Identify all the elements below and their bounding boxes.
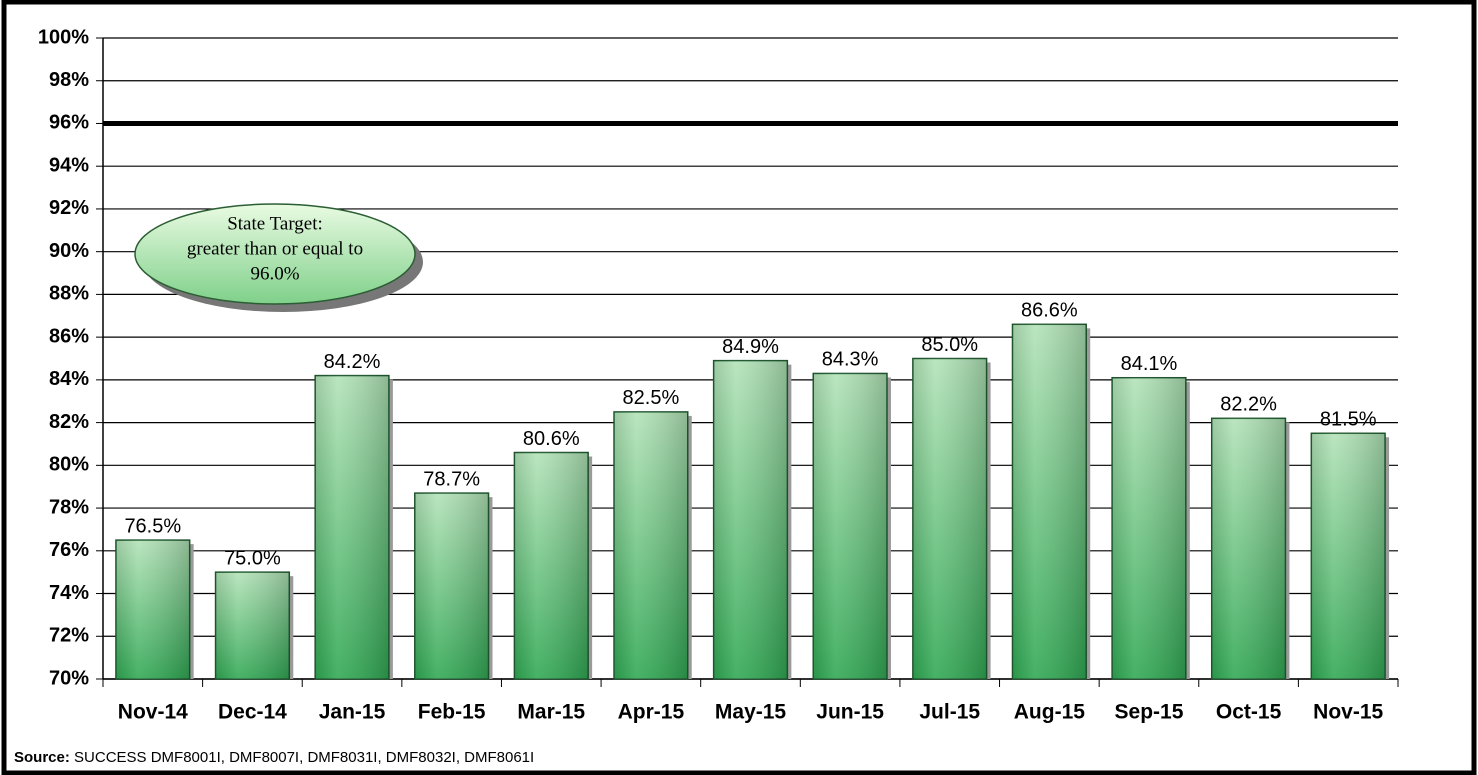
- x-tick-label: Nov-14: [118, 701, 188, 724]
- value-label: 81.5%: [1320, 409, 1377, 431]
- value-label: 75.0%: [224, 547, 281, 569]
- bar-tint: [813, 373, 887, 679]
- bar-group: [912, 357, 988, 680]
- bar-tint: [514, 452, 589, 679]
- bar-tint: [215, 572, 290, 679]
- bar-tint: [1012, 324, 1087, 679]
- bar-group: [214, 571, 291, 680]
- y-tick-label: 74%: [49, 582, 89, 604]
- bar-shade: [614, 411, 688, 679]
- x-tick-label: Oct-15: [1216, 701, 1282, 724]
- y-tick-label: 82%: [49, 411, 89, 433]
- bar-tint: [713, 360, 788, 679]
- y-tick-label: 96%: [49, 112, 89, 134]
- value-label: 84.9%: [722, 336, 779, 358]
- source-text: SUCCESS DMF8001I, DMF8007I, DMF8031I, DM…: [74, 749, 534, 766]
- bar-tint: [1311, 433, 1386, 679]
- y-tick-label: 98%: [49, 69, 89, 91]
- bar-group: [712, 359, 789, 680]
- value-label: 82.5%: [623, 387, 680, 409]
- bar-group: [812, 372, 888, 680]
- value-label: 85.0%: [921, 334, 978, 356]
- bar-tint: [115, 540, 190, 679]
- bar-shade: [1012, 324, 1087, 679]
- x-tick-label: Sep-15: [1115, 701, 1184, 724]
- y-tick-label: 72%: [49, 625, 89, 647]
- annotation-text: greater than or equal to: [187, 238, 363, 259]
- value-label: 82.2%: [1220, 394, 1277, 416]
- source-label: Source:: [14, 749, 70, 766]
- bar-group: [513, 451, 589, 680]
- x-tick-label: Jan-15: [319, 701, 386, 724]
- y-tick-label: 94%: [49, 154, 89, 176]
- y-tick-label: 100%: [38, 26, 89, 48]
- bar-tint: [315, 375, 389, 679]
- bar-shade: [315, 375, 389, 679]
- bar-tint: [614, 411, 688, 679]
- x-tick-label: Jun-15: [816, 701, 884, 724]
- annotation-text: 96.0%: [250, 263, 299, 284]
- x-tick-label: Nov-15: [1313, 701, 1383, 724]
- value-label: 84.3%: [822, 349, 879, 371]
- bar-group: [1011, 323, 1087, 680]
- bar-tint: [912, 358, 987, 679]
- y-tick-label: 70%: [49, 667, 89, 689]
- annotation-ellipse: [134, 203, 416, 305]
- bar-shade: [215, 572, 290, 679]
- bar-shade: [1311, 433, 1386, 679]
- bar-group: [1111, 376, 1187, 680]
- bar-group: [1310, 432, 1386, 680]
- bar-shade: [813, 373, 887, 679]
- bar-tint: [1112, 377, 1186, 679]
- y-tick-label: 90%: [49, 240, 89, 262]
- annotation: State Target: greater than or equal to 9…: [134, 203, 423, 312]
- bar-group: [414, 492, 490, 680]
- bar-group: [1210, 417, 1287, 680]
- annotation-text: State Target:: [227, 213, 323, 234]
- x-tick-label: Feb-15: [418, 701, 486, 724]
- value-label: 78.7%: [423, 468, 480, 490]
- x-tick-label: Apr-15: [618, 701, 685, 724]
- value-label: 80.6%: [523, 428, 580, 450]
- y-tick-label: 86%: [49, 325, 89, 347]
- value-label: 86.6%: [1021, 300, 1078, 322]
- bar-shade: [514, 452, 589, 679]
- x-tick-label: Aug-15: [1014, 701, 1085, 724]
- bar-tint: [414, 493, 489, 679]
- bar-shade: [713, 360, 788, 679]
- bar-tint: [1211, 418, 1286, 679]
- bar-shade: [414, 493, 489, 679]
- y-tick-label: 92%: [49, 197, 89, 219]
- x-tick-label: Dec-14: [218, 701, 287, 724]
- y-tick-label: 80%: [49, 454, 89, 476]
- x-tick-label: Mar-15: [517, 701, 585, 724]
- x-tick-label: May-15: [715, 701, 787, 724]
- value-label: 76.5%: [124, 515, 181, 537]
- value-label: 84.2%: [324, 351, 381, 373]
- bar-shade: [912, 358, 987, 679]
- bar-group: [314, 374, 390, 680]
- y-tick-label: 88%: [49, 283, 89, 305]
- y-tick-label: 78%: [49, 496, 89, 518]
- bar-group: [115, 539, 191, 680]
- y-tick-label: 84%: [49, 368, 89, 390]
- source: Source: SUCCESS DMF8001I, DMF8007I, DMF8…: [14, 749, 534, 766]
- bar-group: [613, 411, 689, 680]
- x-tick-label: Jul-15: [919, 701, 980, 724]
- bar-shade: [1211, 418, 1286, 679]
- bar-shade: [1112, 377, 1186, 679]
- value-label: 84.1%: [1121, 353, 1178, 375]
- y-tick-label: 76%: [49, 539, 89, 561]
- bar-shade: [115, 540, 190, 679]
